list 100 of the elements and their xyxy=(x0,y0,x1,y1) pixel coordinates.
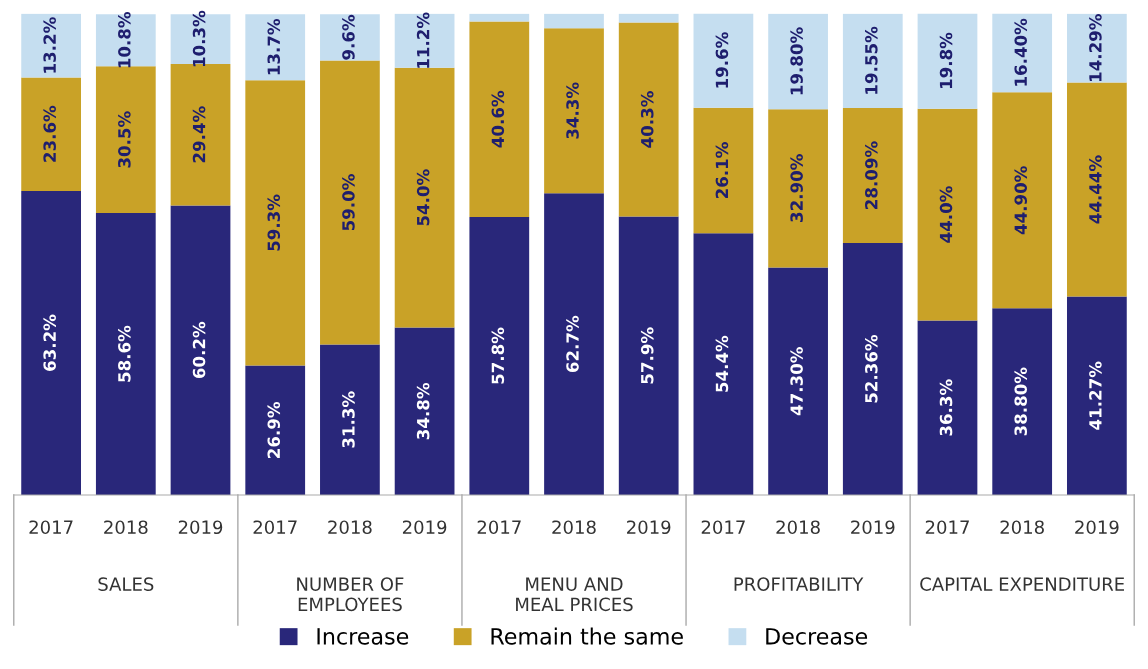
data-label: 19.55% xyxy=(865,26,878,94)
bar xyxy=(693,233,754,496)
data-label: 19.80% xyxy=(790,27,803,95)
data-label: 36.3% xyxy=(939,379,953,436)
bar xyxy=(245,365,306,496)
data-label: 62.7% xyxy=(566,315,579,373)
x-tick-label: 2017 xyxy=(477,520,521,535)
bar xyxy=(1067,82,1127,297)
bar xyxy=(394,327,455,496)
bar xyxy=(394,13,455,68)
data-label: 60.2% xyxy=(192,321,206,379)
data-label: 54.0% xyxy=(416,169,430,226)
bar xyxy=(320,60,380,345)
data-label: 38.80% xyxy=(1014,367,1028,436)
x-tick-label: 2018 xyxy=(328,520,372,535)
data-label: 26.1% xyxy=(715,142,729,199)
data-label: 58.6% xyxy=(118,325,131,382)
bar xyxy=(544,13,604,29)
data-label: 34.8% xyxy=(416,382,430,440)
bar xyxy=(618,216,679,496)
bar xyxy=(21,13,81,78)
legend-label: Decrease xyxy=(766,628,868,645)
bar xyxy=(992,13,1053,93)
data-label: 14.29% xyxy=(1089,14,1102,82)
data-label: 13.2% xyxy=(43,17,56,73)
bar xyxy=(842,13,903,108)
bar xyxy=(917,108,978,321)
x-tick-label: 2019 xyxy=(402,520,447,535)
bar xyxy=(842,107,903,244)
bar xyxy=(842,243,903,496)
data-label: 19.8% xyxy=(939,32,953,89)
text: PROFITABILITY xyxy=(734,577,864,591)
bar xyxy=(917,13,978,109)
data-label: 44.90% xyxy=(1014,166,1028,235)
x-tick-label: 2019 xyxy=(178,520,223,535)
legend-label: Increase xyxy=(317,628,409,645)
x-tick-label: 2018 xyxy=(1000,520,1044,535)
bar xyxy=(768,13,828,110)
data-label: 40.3% xyxy=(640,91,654,148)
bar xyxy=(95,213,156,496)
bar xyxy=(544,193,604,496)
bar xyxy=(21,77,81,191)
bar xyxy=(469,21,530,217)
data-label: 30.5% xyxy=(118,111,131,168)
bar xyxy=(1067,296,1127,496)
bar xyxy=(245,80,306,366)
bar xyxy=(245,14,306,81)
bar xyxy=(618,22,679,217)
text: SALES xyxy=(98,577,154,591)
bar xyxy=(469,13,530,22)
x-tick-label: 2017 xyxy=(29,520,73,535)
data-label: 10.3% xyxy=(192,10,206,67)
data-label: 44.0% xyxy=(939,186,953,243)
data-label: 10.8% xyxy=(118,11,131,68)
x-tick-label: 2018 xyxy=(776,520,820,535)
bar xyxy=(693,107,754,234)
data-label: 59.3% xyxy=(267,194,281,251)
data-label: 40.6% xyxy=(491,90,505,148)
text: MENU AND MEAL PRICES xyxy=(516,577,633,612)
bar xyxy=(170,205,231,496)
legend-label: Remain the same xyxy=(491,627,683,645)
data-label: 19.6% xyxy=(715,32,729,88)
x-tick-label: 2019 xyxy=(1075,520,1119,535)
bar xyxy=(394,67,455,328)
x-tick-label: 2019 xyxy=(627,520,671,535)
bar xyxy=(469,216,530,496)
data-label: 9.6% xyxy=(342,14,355,60)
bar xyxy=(95,14,156,67)
bar xyxy=(21,190,81,496)
x-tick-label: 2017 xyxy=(925,520,969,535)
data-label: 57.9% xyxy=(640,327,654,384)
bar xyxy=(768,109,828,268)
bar xyxy=(992,92,1053,309)
data-label: 52.36% xyxy=(865,334,878,403)
data-label: 57.8% xyxy=(491,327,505,384)
data-label: 26.9% xyxy=(267,401,281,458)
data-label: 16.40% xyxy=(1014,18,1028,86)
data-label: 34.3% xyxy=(566,82,579,139)
data-label: 44.44% xyxy=(1089,155,1102,224)
bar xyxy=(992,308,1053,496)
bar xyxy=(320,344,380,496)
data-label: 11.2% xyxy=(416,12,430,68)
data-label: 63.2% xyxy=(43,314,56,371)
x-tick-label: 2018 xyxy=(104,520,148,535)
data-label: 28.09% xyxy=(865,141,878,209)
data-label: 41.27% xyxy=(1089,361,1102,430)
x-tick-label: 2019 xyxy=(851,520,895,535)
x-tick-label: 2017 xyxy=(701,520,745,535)
bar xyxy=(768,267,828,496)
text: NUMBER OF EMPLOYEES xyxy=(297,577,404,612)
bar xyxy=(320,14,380,61)
data-label: 31.3% xyxy=(342,391,355,448)
bar xyxy=(693,13,754,108)
data-label: 47.30% xyxy=(790,347,803,416)
bar xyxy=(917,320,978,496)
bar xyxy=(1067,13,1127,83)
data-label: 54.4% xyxy=(715,335,729,392)
x-tick-label: 2018 xyxy=(552,520,596,535)
text: CAPITAL EXPENDITURE xyxy=(920,577,1124,591)
bar xyxy=(95,66,156,214)
